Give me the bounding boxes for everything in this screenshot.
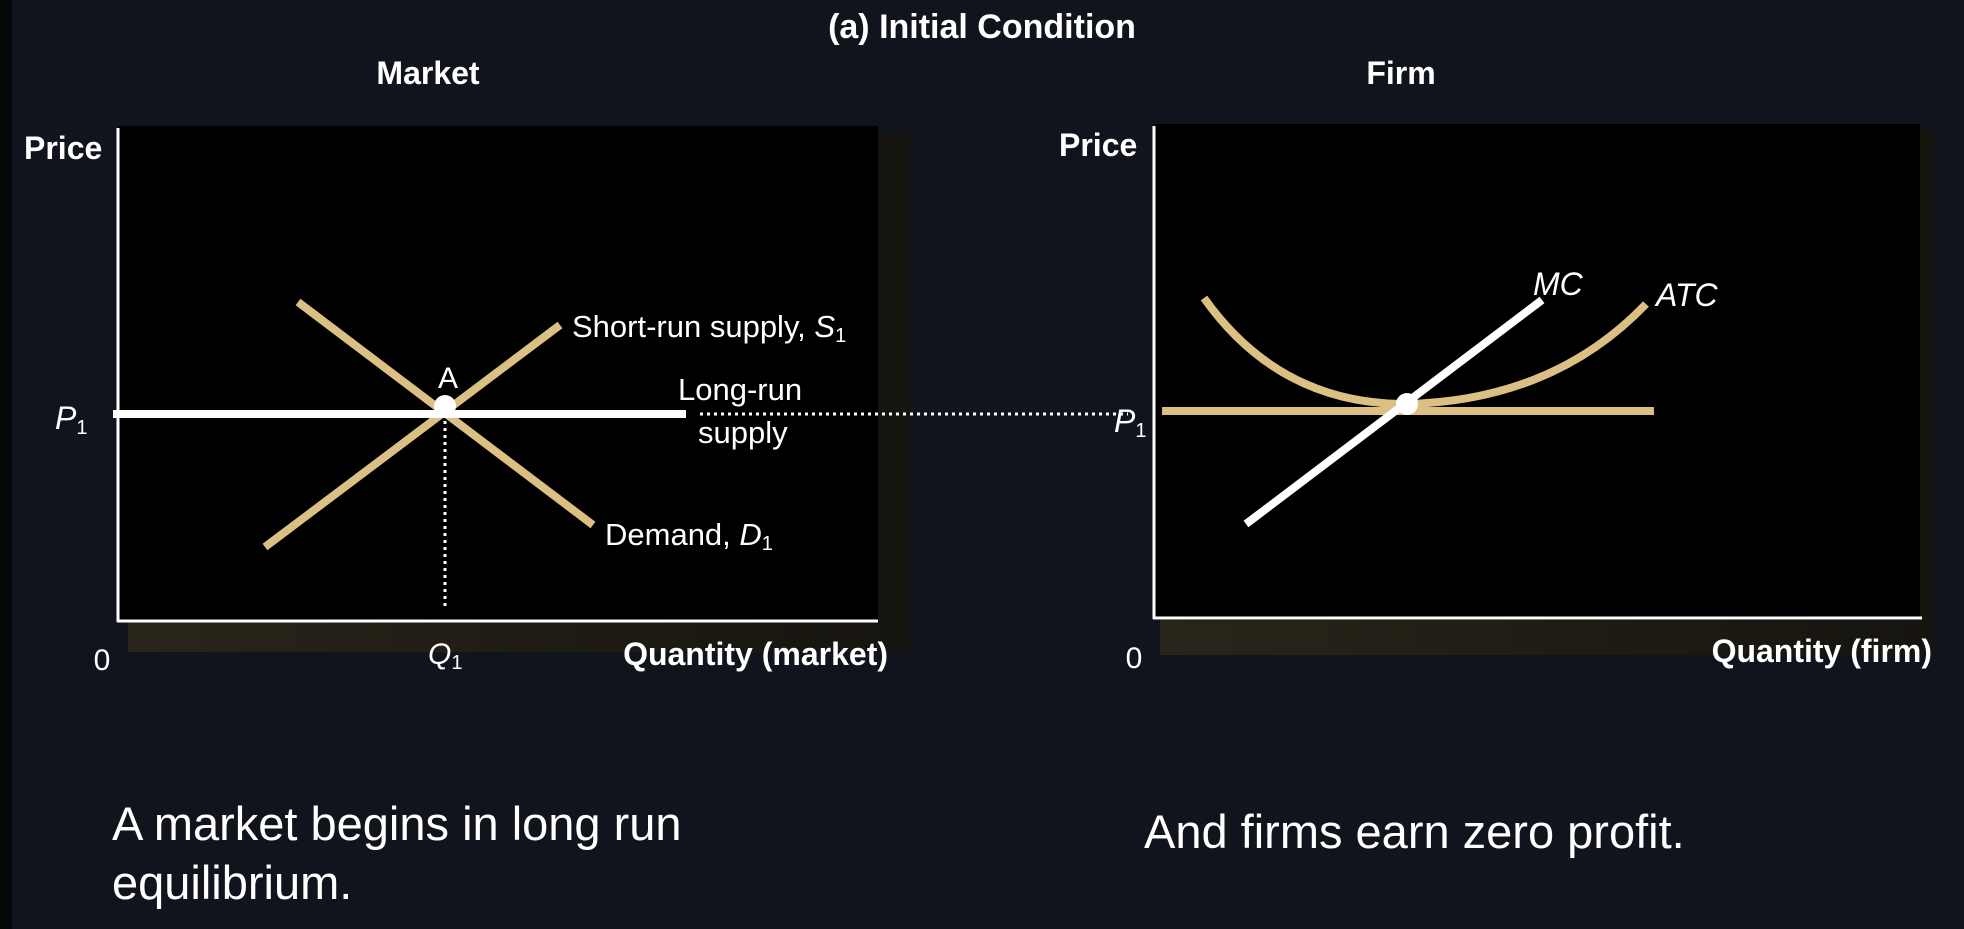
firm-origin-label: 0 [1126,642,1143,675]
firm-plot-area [1154,124,1920,620]
firm-x-axis-label: Quantity (firm) [1712,633,1932,669]
market-panel: Market Price Quantity (market) 0 A [24,55,910,677]
firm-panel: Firm Price Quantity (firm) 0 P1 MC ATC [1059,55,1934,675]
market-equilibrium-point [434,395,456,417]
market-long-run-label: Long-run supply [678,372,811,450]
firm-equilibrium-point [1396,393,1418,415]
market-point-label: A [438,362,458,395]
market-origin-label: 0 [94,644,111,677]
firm-mc-label: MC [1533,266,1584,302]
firm-panel-title: Firm [1366,55,1435,91]
market-quantity-label: Q1 [428,638,462,674]
firm-y-axis-label: Price [1059,127,1137,163]
slide-title: (a) Initial Condition [828,8,1136,46]
market-price-label: P1 [55,400,87,439]
market-y-axis-label: Price [24,130,102,166]
market-supply-label: Short-run supply, S1 [572,309,846,347]
firm-mc-curve [1243,296,1545,528]
market-demand-label: Demand, D1 [605,517,773,555]
firm-atc-label: ATC [1654,277,1719,313]
caption-right: And firms earn zero profit. [1144,805,1685,858]
slide-left-edge [0,0,12,929]
market-x-axis-label: Quantity (market) [623,636,888,672]
firm-price-label: P1 [1114,403,1146,442]
caption-left: A market begins in long run equilibrium. [112,797,682,909]
market-supply-curve [262,321,563,551]
market-panel-title: Market [376,55,480,91]
